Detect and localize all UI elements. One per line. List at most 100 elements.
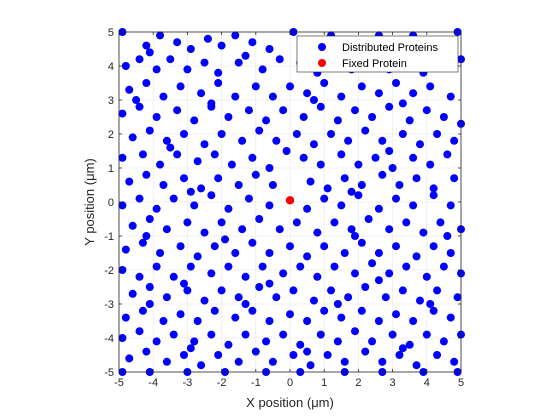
- point-distributed-proteins: [268, 92, 277, 101]
- point-distributed-proteins: [422, 330, 431, 339]
- point-distributed-proteins: [374, 317, 383, 325]
- point-distributed-proteins: [443, 150, 452, 159]
- point-distributed-proteins: [385, 225, 394, 234]
- point-distributed-proteins: [152, 262, 161, 271]
- point-distributed-proteins: [162, 293, 171, 302]
- point-distributed-proteins: [333, 116, 342, 125]
- point-distributed-proteins: [357, 82, 366, 91]
- point-distributed-proteins: [392, 194, 401, 203]
- point-distributed-proteins: [402, 262, 411, 271]
- point-distributed-proteins: [309, 140, 318, 149]
- point-distributed-proteins: [258, 262, 267, 271]
- legend-label-distributed-proteins: Distributed Proteins: [342, 42, 438, 54]
- y-tick-label: -2: [104, 265, 114, 277]
- point-distributed-proteins: [433, 351, 442, 359]
- point-distributed-proteins: [224, 262, 233, 271]
- point-distributed-proteins: [409, 153, 418, 162]
- point-distributed-proteins: [145, 215, 154, 223]
- point-distributed-proteins: [135, 272, 144, 281]
- point-distributed-proteins: [282, 147, 291, 155]
- point-distributed-proteins: [398, 130, 407, 138]
- point-distributed-proteins: [303, 252, 312, 261]
- point-distributed-proteins: [193, 252, 202, 261]
- point-distributed-proteins: [118, 266, 127, 274]
- point-distributed-proteins: [412, 361, 421, 370]
- point-distributed-proteins: [275, 55, 284, 64]
- point-distributed-proteins: [262, 116, 271, 125]
- point-distributed-proteins: [248, 153, 257, 162]
- point-distributed-proteins: [255, 126, 264, 135]
- point-distributed-proteins: [121, 62, 130, 70]
- point-distributed-proteins: [135, 102, 144, 111]
- point-distributed-proteins: [303, 204, 312, 213]
- point-distributed-proteins: [409, 89, 418, 98]
- legend-label-fixed-protein: Fixed Protein: [342, 58, 407, 70]
- point-distributed-proteins: [231, 313, 240, 322]
- point-distributed-proteins: [118, 153, 127, 162]
- point-distributed-proteins: [330, 262, 339, 271]
- point-distributed-proteins: [142, 347, 151, 356]
- point-distributed-proteins: [296, 340, 305, 349]
- point-distributed-proteins: [234, 181, 243, 189]
- point-distributed-proteins: [296, 262, 305, 271]
- point-distributed-proteins: [429, 242, 438, 251]
- point-distributed-proteins: [142, 232, 151, 240]
- point-distributed-proteins: [214, 68, 223, 77]
- point-distributed-proteins: [169, 272, 178, 281]
- point-distributed-proteins: [121, 245, 130, 254]
- point-distributed-proteins: [320, 79, 329, 87]
- x-tick-label: 5: [458, 377, 464, 389]
- point-distributed-proteins: [443, 232, 452, 240]
- point-distributed-proteins: [350, 106, 359, 115]
- point-distributed-proteins: [145, 300, 154, 308]
- point-distributed-proteins: [152, 204, 161, 213]
- x-tick-label: 0: [287, 377, 293, 389]
- point-distributed-proteins: [142, 41, 151, 50]
- point-distributed-proteins: [125, 354, 134, 363]
- point-distributed-proteins: [251, 170, 260, 179]
- point-distributed-proteins: [138, 306, 147, 315]
- point-distributed-proteins: [374, 249, 383, 257]
- point-distributed-proteins: [179, 130, 188, 138]
- point-distributed-proteins: [186, 45, 195, 53]
- point-distributed-proteins: [426, 160, 435, 169]
- point-distributed-proteins: [265, 279, 274, 288]
- point-distributed-proteins: [333, 300, 342, 308]
- point-distributed-proteins: [446, 249, 455, 257]
- legend: Distributed Proteins Fixed Protein: [296, 35, 459, 73]
- point-distributed-proteins: [426, 300, 435, 308]
- point-distributed-proteins: [354, 160, 363, 169]
- point-distributed-proteins: [179, 174, 188, 183]
- point-distributed-proteins: [190, 201, 199, 210]
- point-distributed-proteins: [361, 283, 370, 291]
- point-distributed-proteins: [132, 96, 141, 104]
- y-tick-label: 5: [108, 27, 114, 39]
- point-distributed-proteins: [350, 327, 359, 336]
- point-distributed-proteins: [231, 31, 240, 40]
- point-distributed-proteins: [354, 191, 363, 200]
- point-distributed-proteins: [316, 102, 325, 111]
- point-distributed-proteins: [183, 65, 192, 74]
- point-distributed-proteins: [186, 262, 195, 271]
- point-distributed-proteins: [309, 296, 318, 305]
- point-distributed-proteins: [207, 191, 216, 200]
- point-distributed-proteins: [248, 306, 257, 315]
- y-axis-label: Y position (μm): [82, 158, 97, 245]
- point-distributed-proteins: [214, 79, 223, 87]
- point-distributed-proteins: [361, 347, 370, 356]
- point-distributed-proteins: [159, 92, 168, 101]
- x-tick-label: -2: [217, 377, 227, 389]
- point-distributed-proteins: [118, 334, 127, 342]
- point-distributed-proteins: [340, 174, 349, 183]
- point-fixed-protein: [285, 196, 295, 205]
- point-distributed-proteins: [138, 238, 147, 247]
- x-tick-label: 4: [424, 377, 430, 389]
- point-distributed-proteins: [251, 82, 260, 91]
- point-distributed-proteins: [415, 140, 424, 149]
- point-distributed-proteins: [125, 177, 134, 186]
- point-distributed-proteins: [450, 174, 459, 183]
- point-distributed-proteins: [169, 194, 178, 203]
- y-tick-label: 1: [108, 163, 114, 175]
- point-distributed-proteins: [405, 116, 414, 125]
- point-distributed-proteins: [433, 130, 442, 138]
